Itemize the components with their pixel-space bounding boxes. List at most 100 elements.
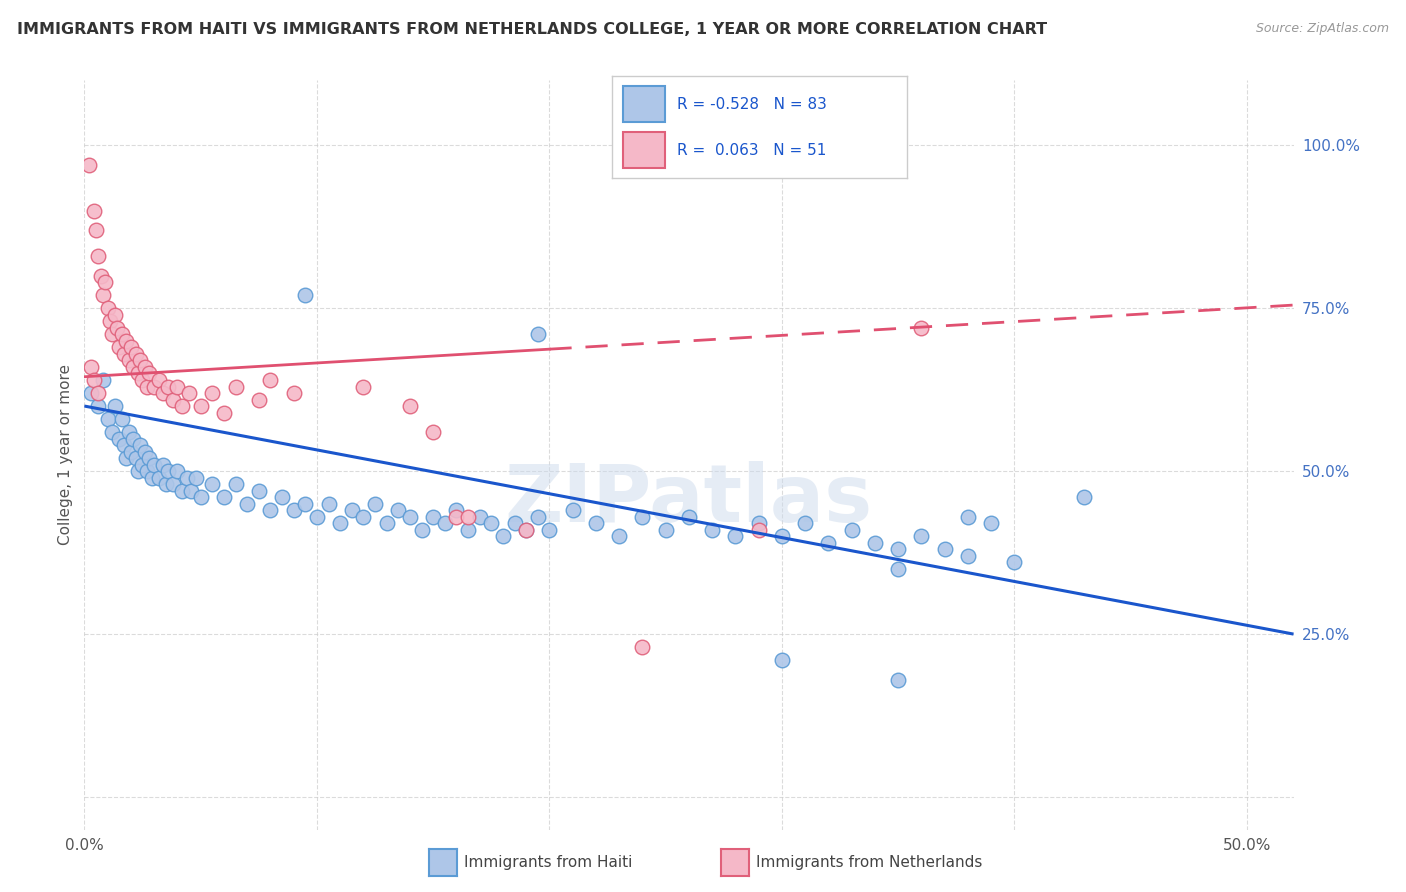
Point xyxy=(1073,490,1095,504)
Point xyxy=(794,516,817,531)
Text: Immigrants from Haiti: Immigrants from Haiti xyxy=(464,855,633,870)
Point xyxy=(83,373,105,387)
Point xyxy=(411,523,433,537)
Point xyxy=(934,542,956,557)
Point xyxy=(479,516,502,531)
Point xyxy=(294,288,316,302)
Point xyxy=(225,477,247,491)
FancyBboxPatch shape xyxy=(623,132,665,168)
Point xyxy=(422,425,444,439)
Point xyxy=(446,503,468,517)
Point xyxy=(80,359,103,374)
Point xyxy=(817,536,839,550)
Point xyxy=(283,386,305,401)
Point xyxy=(94,275,117,289)
Point xyxy=(457,509,479,524)
Point xyxy=(155,477,177,491)
Point xyxy=(724,529,747,543)
Point xyxy=(887,673,910,687)
Point xyxy=(117,353,139,368)
Point xyxy=(110,327,132,342)
Point xyxy=(122,432,145,446)
Point xyxy=(127,464,149,478)
Point xyxy=(201,386,224,401)
Point xyxy=(702,523,724,537)
Point xyxy=(1004,556,1026,570)
Point xyxy=(177,386,200,401)
Point xyxy=(527,509,550,524)
Point xyxy=(678,509,700,524)
Point xyxy=(259,373,281,387)
Point xyxy=(162,477,184,491)
Point xyxy=(863,536,886,550)
Point xyxy=(585,516,607,531)
Point xyxy=(124,347,146,361)
Point xyxy=(340,503,363,517)
Point xyxy=(887,542,910,557)
Point xyxy=(136,379,159,393)
Point xyxy=(77,158,100,172)
Point xyxy=(115,334,138,348)
Point xyxy=(108,432,131,446)
Point xyxy=(91,373,114,387)
Point xyxy=(166,464,188,478)
Point xyxy=(97,301,120,316)
Point xyxy=(294,497,316,511)
Point xyxy=(90,268,112,283)
Point xyxy=(157,379,180,393)
Point xyxy=(457,523,479,537)
Point xyxy=(399,399,422,413)
Point xyxy=(887,562,910,576)
Y-axis label: College, 1 year or more: College, 1 year or more xyxy=(58,365,73,545)
Point xyxy=(101,327,124,342)
Text: Source: ZipAtlas.com: Source: ZipAtlas.com xyxy=(1256,22,1389,36)
Point xyxy=(212,406,235,420)
Point xyxy=(131,373,153,387)
Point xyxy=(318,497,340,511)
Point xyxy=(124,451,146,466)
Point xyxy=(166,379,188,393)
Point xyxy=(841,523,863,537)
Point xyxy=(561,503,583,517)
Point xyxy=(108,340,131,354)
Point xyxy=(129,438,152,452)
Text: ZIPatlas: ZIPatlas xyxy=(505,461,873,539)
Point xyxy=(305,509,328,524)
Point xyxy=(162,392,184,407)
Point xyxy=(910,529,932,543)
Point xyxy=(503,516,526,531)
Point xyxy=(129,353,152,368)
Point xyxy=(399,509,422,524)
Point xyxy=(143,379,166,393)
Point xyxy=(654,523,676,537)
Point xyxy=(446,509,468,524)
Point xyxy=(352,509,374,524)
Point xyxy=(422,509,444,524)
Text: Immigrants from Netherlands: Immigrants from Netherlands xyxy=(756,855,983,870)
Point xyxy=(117,425,139,439)
Point xyxy=(538,523,561,537)
Point xyxy=(87,249,110,263)
Point xyxy=(148,471,170,485)
Point xyxy=(212,490,235,504)
Point xyxy=(87,399,110,413)
Point xyxy=(110,412,132,426)
Point xyxy=(492,529,515,543)
Point xyxy=(101,425,124,439)
Point xyxy=(84,223,107,237)
Point xyxy=(770,529,793,543)
Point xyxy=(236,497,259,511)
Point xyxy=(283,503,305,517)
Point xyxy=(184,471,207,485)
Text: R = -0.528   N = 83: R = -0.528 N = 83 xyxy=(676,96,827,112)
Point xyxy=(201,477,224,491)
Point xyxy=(98,314,121,328)
Point xyxy=(271,490,294,504)
Point xyxy=(631,640,654,654)
Point xyxy=(131,458,153,472)
Point xyxy=(115,451,138,466)
Point xyxy=(143,458,166,472)
Point xyxy=(748,523,770,537)
Point xyxy=(91,288,114,302)
Point xyxy=(515,523,537,537)
